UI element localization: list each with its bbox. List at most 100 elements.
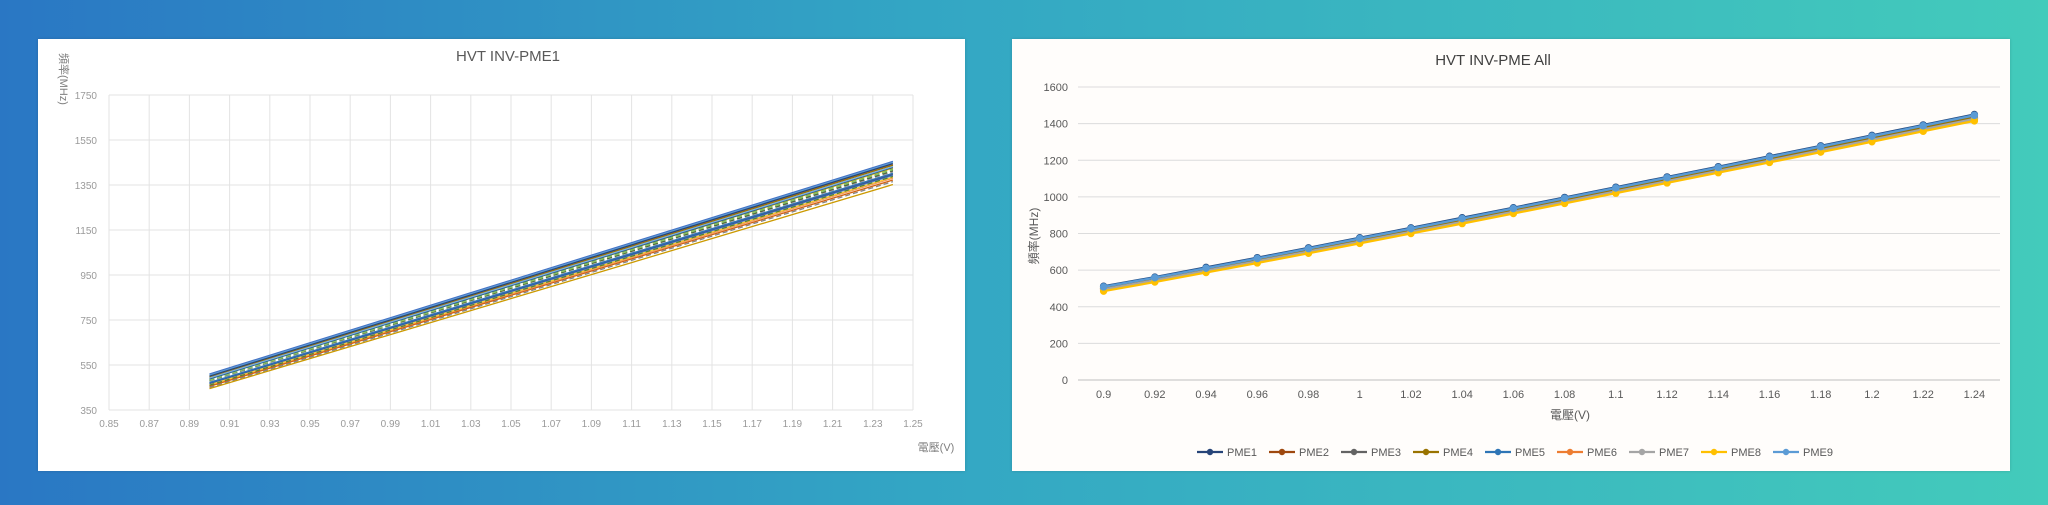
series-line [209,175,894,386]
series-line [209,161,894,376]
legend-label: PME4 [1443,447,1473,459]
x-tick-label: 1.2 [1864,389,1879,401]
x-tick-label: 1.12 [1656,389,1677,401]
series-line [209,169,894,381]
x-tick-label: 0.97 [340,419,360,430]
x-tick-label: 1.07 [541,419,561,430]
series-line [209,172,894,384]
series-line [1103,119,1975,293]
chart-panel-pme1: HVT INV-PME1 頻率(MHz) 電壓(V) 0.85 0.87 0.89 0… [38,39,965,471]
data-point [1407,225,1415,233]
x-tick-label: 1.13 [662,419,682,430]
y-axis-label: 頻率(MHz) [57,53,71,105]
y-tick-label: 1000 [1044,192,1068,204]
series-line [1103,113,1975,288]
y-tick-label: 1350 [75,181,98,192]
chart-panel-pme-all: HVT INV-PME All 頻率(MHz) 電壓(V) 0 200 400 600… [1012,39,2010,471]
x-tick-label: 0.91 [220,419,240,430]
legend-label: PME7 [1659,447,1689,459]
data-point [1458,214,1466,223]
x-tick-label: 0.92 [1144,389,1165,401]
data-point [1509,204,1518,213]
x-tick-label: 1.02 [1400,389,1421,401]
x-tick-label: 1 [1357,389,1363,401]
y-tick-label: 1200 [1044,155,1068,167]
x-tick-label: 1.04 [1451,389,1472,401]
x-tick-label: 1.05 [501,419,521,430]
y-tick-label: 400 [1050,302,1068,314]
chart-pme-all: HVT INV-PME All 頻率(MHz) 電壓(V) 0 200 400 600… [1026,52,2000,459]
y-tick-label: 950 [80,271,97,282]
x-tick-label: 1.19 [783,419,803,430]
legend-marker [1422,448,1430,456]
legend-label: PME2 [1299,447,1329,459]
y-tick-label: 1400 [1044,119,1068,131]
legend-item-pme7: PME7 [1629,447,1689,459]
legend-marker [1638,448,1646,456]
series-line [209,177,894,387]
x-tick-label: 1.08 [1554,389,1575,401]
legend-label: PME6 [1587,447,1617,459]
y-tick-label: 350 [80,406,97,417]
x-tick-label: 1.25 [903,419,923,430]
data-point [1560,194,1569,203]
chart-pme1: HVT INV-PME1 頻率(MHz) 電壓(V) 0.85 0.87 0.89 0… [57,48,955,454]
legend-item-pme6: PME6 [1557,447,1617,459]
y-tick-label: 1550 [75,136,98,147]
series-line [209,183,894,390]
legend-item-pme3: PME3 [1341,447,1401,459]
x-axis-label: 電壓(V) [918,441,955,454]
x-tick-label: 1.14 [1708,389,1729,401]
y-tick-label: 600 [1050,265,1068,277]
legend-item-pme8: PME8 [1701,447,1761,459]
legend-marker [1278,448,1286,456]
data-point [1714,163,1722,172]
x-axis-label: 電壓(V) [1550,408,1590,422]
data-point [1817,142,1825,151]
legend-label: PME9 [1803,447,1833,459]
chart-title: HVT INV-PME All [1435,52,1551,69]
x-tick-label: 1.09 [582,419,602,430]
data-point [1304,244,1313,253]
legend-marker [1782,448,1790,456]
x-tick-label: 1.1 [1608,389,1623,401]
x-tick-label: 1.17 [742,419,762,430]
series-line [209,179,894,387]
series-line [209,166,894,380]
legend-label: PME3 [1371,447,1401,459]
legend-item-pme2: PME2 [1269,447,1329,459]
chart-title: HVT INV-PME1 [456,48,560,65]
legend-marker [1710,448,1718,456]
series-line [209,170,894,382]
x-tick-label: 1.18 [1810,389,1831,401]
y-tick-label: 750 [80,316,97,327]
legend-item-pme5: PME5 [1485,447,1545,459]
x-tick-label: 1.06 [1503,389,1524,401]
x-tick-label: 1.15 [702,419,722,430]
x-tick-label: 1.11 [622,419,641,430]
data-point [1663,174,1671,182]
data-point [1151,274,1159,282]
data-point [1970,111,1979,120]
x-tick-label: 0.9 [1096,389,1111,401]
data-point [1202,264,1210,272]
series-pme9 [1099,111,1979,291]
y-tick-label: 0 [1062,375,1068,387]
series-line [209,169,894,382]
series-line [209,163,894,377]
x-tick-label: 0.94 [1195,389,1216,401]
series-line [209,174,894,385]
y-tick-label: 1750 [75,91,98,102]
y-tick-label: 1150 [75,226,97,237]
x-tick-label: 0.87 [139,419,159,430]
series-line [1103,117,1975,291]
legend-item-pme4: PME4 [1413,447,1473,459]
series-pme8 [1099,117,1979,295]
y-axis-label: 頻率(MHz) [1026,208,1041,265]
series-line [209,160,894,375]
legend-label: PME8 [1731,447,1761,459]
series-line [209,174,894,385]
series-line [1103,114,1975,289]
series-line [209,164,894,378]
x-tick-label: 1.03 [461,419,481,430]
